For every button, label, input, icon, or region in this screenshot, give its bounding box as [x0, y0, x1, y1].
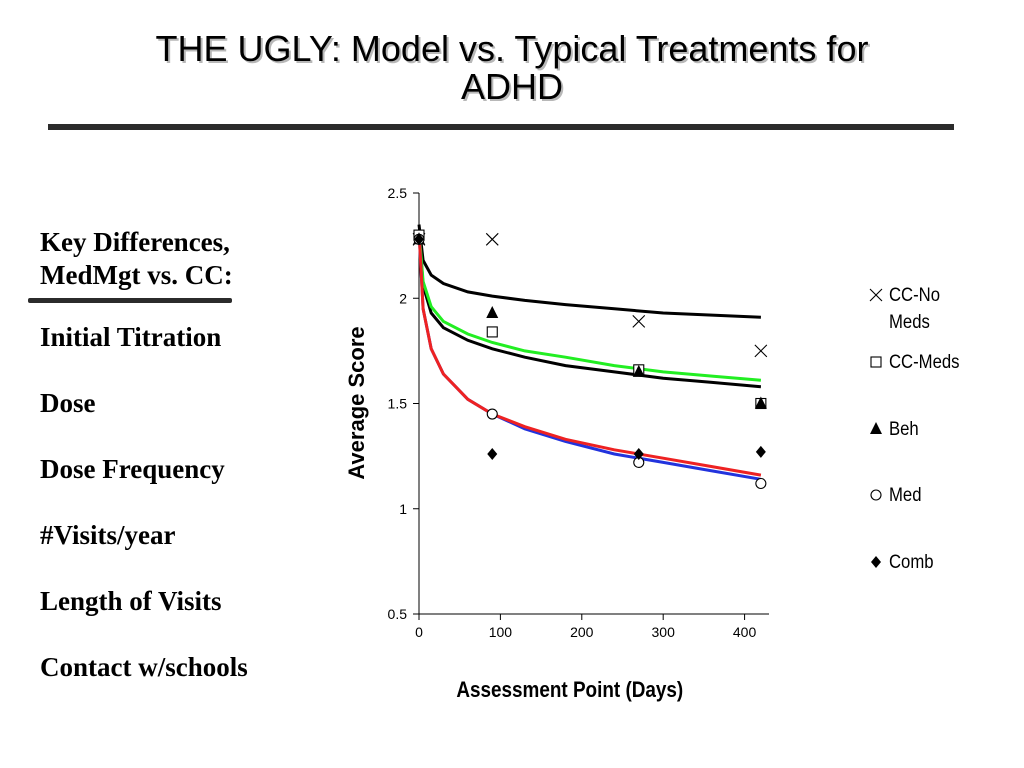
title-divider	[48, 124, 954, 130]
data-point-square	[486, 326, 498, 338]
data-point-triangle	[486, 305, 499, 318]
data-point-triangle	[632, 364, 645, 377]
fit-curve	[417, 230, 762, 481]
legend-marker	[870, 356, 882, 368]
y-tick-label: 2.5	[388, 185, 408, 201]
y-tick-label: 1	[399, 501, 407, 517]
data-point-diamond	[487, 448, 498, 461]
legend-marker	[871, 556, 881, 568]
data-point-circle	[486, 408, 498, 420]
x-tick-label: 0	[415, 624, 423, 640]
data-point-diamond	[633, 448, 644, 461]
legend-label: Beh	[889, 418, 919, 439]
legend-marker	[870, 422, 882, 434]
fit-curve	[417, 230, 762, 382]
slide-title-line: THE UGLY: Model vs. Typical Treatments f…	[155, 28, 869, 69]
list-item: Length of Visits	[40, 586, 222, 616]
fit-curve	[417, 230, 762, 477]
list-item: Dose	[40, 388, 96, 418]
list-item: Contact w/schools	[40, 652, 248, 682]
fit-curve	[417, 224, 761, 319]
legend-marker	[870, 489, 882, 501]
slide-title-line: ADHD	[460, 66, 563, 107]
slide-title: THE UGLY: Model vs. Typical Treatments f…	[0, 30, 1024, 106]
legend-label: Meds	[889, 311, 930, 332]
y-tick-label: 2	[399, 290, 407, 306]
x-axis-label: Assessment Point (Days)	[456, 678, 683, 703]
x-tick-label: 400	[733, 624, 757, 640]
data-point-circle	[755, 477, 767, 490]
data-point-diamond	[414, 233, 424, 246]
x-tick-label: 200	[570, 624, 594, 640]
data-point-triangle	[754, 396, 767, 409]
panel-heading-line: MedMgt vs. CC:	[40, 260, 233, 290]
legend-label: CC-Meds	[889, 351, 960, 372]
list-item: #Visits/year	[40, 520, 176, 550]
legend-label: Med	[889, 484, 921, 505]
panel-heading-line: Key Differences,	[40, 227, 230, 257]
data-point-diamond	[755, 445, 766, 458]
legend-label: Comb	[889, 551, 934, 572]
y-tick-label: 1.5	[388, 396, 408, 412]
list-item: Dose Frequency	[40, 454, 225, 484]
legend-marker	[869, 288, 883, 302]
list-item: Initial Titration	[40, 322, 222, 352]
data-point-x	[754, 344, 768, 358]
y-axis-label: Average Score	[344, 326, 369, 479]
y-tick-label: 0.5	[388, 606, 408, 622]
data-point-x	[485, 232, 499, 246]
fit-curve	[417, 230, 762, 389]
x-tick-label: 300	[652, 624, 676, 640]
legend-label: CC-No	[889, 284, 940, 305]
x-tick-label: 100	[489, 624, 513, 640]
key-differences-panel: Key Differences, MedMgt vs. CC: Initial …	[28, 226, 340, 684]
data-point-x	[632, 315, 646, 328]
heading-underline	[28, 298, 232, 303]
